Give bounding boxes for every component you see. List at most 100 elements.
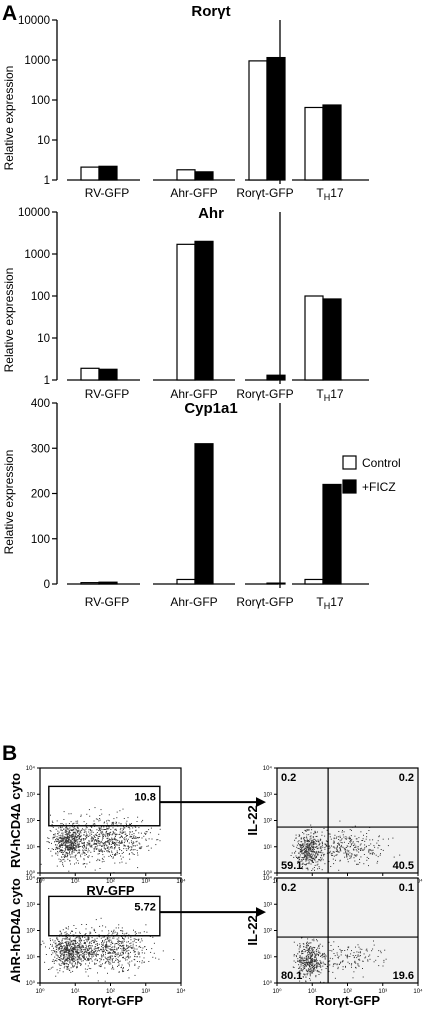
event-dot [307, 840, 309, 842]
event-dot [316, 962, 317, 964]
event-dot [63, 843, 65, 845]
bar-ficz [322, 298, 342, 381]
event-dot [106, 946, 108, 947]
event-dot [61, 961, 63, 963]
event-dot [315, 843, 317, 845]
event-dot [128, 953, 130, 955]
event-dot [79, 841, 81, 842]
event-dot [84, 968, 86, 970]
event-dot [123, 949, 125, 951]
event-dot [65, 830, 67, 832]
event-dot [369, 849, 371, 851]
event-dot [66, 942, 68, 944]
event-dot [103, 856, 105, 858]
event-dot [96, 940, 98, 942]
event-dot [109, 961, 111, 963]
event-dot [143, 835, 145, 837]
event-dot [58, 940, 60, 942]
event-dot [66, 959, 68, 961]
event-dot [67, 948, 69, 950]
bar-ficz [266, 374, 286, 381]
event-dot [300, 960, 302, 962]
event-dot [307, 960, 309, 962]
event-dot [110, 963, 112, 965]
event-dot [95, 955, 97, 957]
event-dot [341, 950, 343, 951]
event-dot [344, 950, 346, 951]
event-dot [325, 955, 327, 957]
event-dot [72, 970, 74, 972]
event-dot [305, 976, 307, 978]
event-dot [110, 957, 112, 959]
quadrant-ur-value: 0.1 [399, 882, 414, 894]
bar-control [176, 578, 196, 585]
event-dot [66, 833, 68, 835]
event-dot [347, 949, 348, 951]
event-dot [101, 949, 103, 950]
event-dot [137, 867, 139, 869]
event-dot [68, 837, 70, 839]
event-dot [127, 955, 129, 957]
event-dot [314, 967, 315, 969]
event-dot [103, 833, 105, 835]
event-dot [84, 844, 85, 846]
event-dot [62, 946, 64, 948]
event-dot [305, 860, 307, 862]
event-dot [137, 940, 139, 941]
event-dot [98, 841, 100, 843]
event-dot [88, 967, 90, 969]
event-dot [372, 948, 374, 950]
event-dot [54, 841, 55, 843]
event-dot [83, 847, 85, 849]
event-dot [76, 963, 78, 965]
event-dot [304, 851, 306, 853]
event-dot [108, 848, 110, 850]
event-dot [64, 959, 66, 961]
event-dot [119, 841, 121, 843]
event-dot [315, 843, 317, 845]
event-dot [314, 960, 316, 962]
event-dot [140, 847, 142, 849]
event-dot [93, 951, 95, 953]
event-dot [113, 951, 115, 953]
event-dot [114, 931, 116, 933]
event-dot [103, 959, 105, 961]
event-dot [118, 947, 120, 948]
event-dot [116, 948, 118, 950]
event-dot [99, 835, 101, 837]
event-dot [118, 842, 120, 844]
event-dot [311, 842, 313, 843]
event-dot [67, 837, 69, 839]
event-dot [308, 834, 310, 836]
event-dot [128, 977, 130, 979]
event-dot [114, 949, 116, 951]
event-dot [311, 954, 313, 956]
event-dot [66, 854, 68, 856]
event-dot [301, 847, 303, 848]
event-dot [118, 822, 120, 824]
event-dot [320, 860, 322, 862]
event-dot [337, 851, 339, 853]
event-dot [316, 960, 318, 961]
event-dot [113, 948, 115, 950]
bar-control [304, 578, 324, 585]
event-dot [324, 958, 326, 960]
event-dot [84, 937, 86, 938]
event-dot [308, 948, 310, 950]
event-dot [53, 849, 54, 850]
event-dot [58, 840, 60, 842]
event-dot [59, 861, 61, 863]
event-dot [347, 946, 349, 948]
event-dot [49, 938, 51, 940]
event-dot [110, 949, 112, 951]
event-dot [305, 845, 307, 847]
event-dot [105, 836, 107, 838]
event-dot [344, 838, 346, 840]
event-dot [107, 934, 109, 936]
event-dot [111, 968, 113, 970]
event-dot [55, 942, 57, 944]
event-dot [74, 849, 76, 850]
event-dot [355, 845, 357, 847]
event-dot [91, 836, 93, 838]
event-dot [87, 952, 89, 953]
